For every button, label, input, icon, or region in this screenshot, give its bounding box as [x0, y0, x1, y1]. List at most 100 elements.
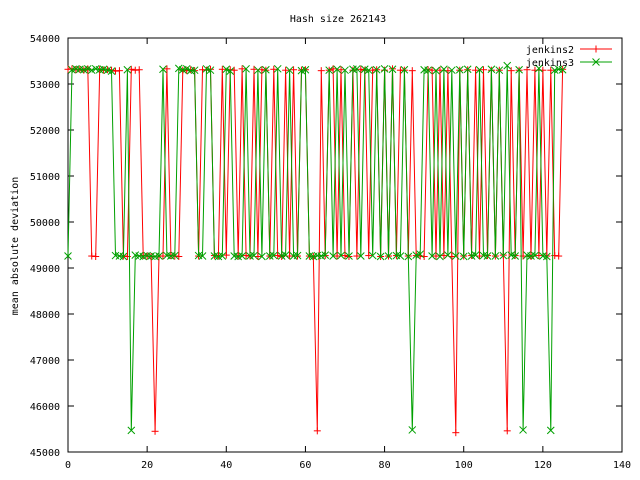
data-point	[472, 66, 480, 74]
data-point	[408, 426, 417, 434]
data-point	[444, 251, 452, 259]
data-point	[222, 65, 231, 74]
data-point	[404, 252, 413, 261]
data-point	[451, 252, 460, 260]
data-point	[159, 252, 167, 260]
data-point	[523, 66, 531, 74]
legend-label: jenkins2	[526, 45, 574, 56]
data-point	[159, 65, 167, 74]
data-point	[218, 65, 226, 73]
data-point	[238, 65, 246, 73]
data-point	[535, 252, 543, 260]
chart-title: Hash size 262143	[290, 14, 386, 25]
data-point	[420, 253, 428, 260]
data-point	[424, 66, 432, 75]
data-point	[313, 427, 321, 435]
data-point	[151, 427, 159, 435]
legend-marker	[592, 45, 600, 53]
data-point	[270, 65, 278, 73]
data-point	[459, 252, 468, 261]
data-point	[499, 251, 508, 260]
series-line-jenkins2	[67, 68, 564, 433]
data-point	[190, 66, 199, 75]
series-line-jenkins3	[67, 65, 563, 431]
data-point	[546, 426, 555, 435]
data-point	[364, 66, 373, 75]
data-point	[428, 252, 436, 260]
data-point	[170, 251, 179, 260]
data-point	[333, 65, 341, 74]
y-tick-label: 54000	[30, 34, 60, 45]
data-point	[353, 64, 361, 73]
data-point	[341, 66, 349, 75]
data-point	[123, 65, 132, 74]
data-point	[463, 65, 472, 74]
plot-area	[64, 61, 567, 437]
data-point	[290, 66, 298, 74]
data-point	[274, 252, 282, 260]
data-point	[329, 252, 337, 260]
data-point	[507, 67, 515, 75]
data-point	[491, 252, 500, 260]
y-tick-label: 47000	[30, 356, 60, 367]
data-point	[365, 252, 373, 260]
data-point	[483, 252, 492, 260]
data-point	[321, 251, 330, 259]
data-point	[206, 66, 215, 75]
data-point	[345, 252, 353, 260]
data-point	[452, 429, 460, 437]
data-point	[218, 252, 227, 260]
data-point	[325, 66, 334, 75]
x-tick-label: 20	[141, 460, 153, 471]
data-point	[64, 252, 72, 260]
data-point	[555, 252, 563, 260]
data-point	[281, 251, 290, 259]
x-tick-label: 120	[534, 460, 552, 471]
data-point	[115, 67, 123, 75]
data-point	[455, 65, 464, 74]
data-point	[182, 64, 191, 73]
data-point	[341, 252, 349, 260]
x-tick-label: 0	[65, 460, 71, 471]
data-point	[416, 250, 425, 259]
data-point	[119, 252, 128, 261]
data-point	[107, 67, 116, 75]
data-point	[163, 65, 171, 73]
data-point	[471, 251, 480, 259]
data-point	[447, 66, 456, 75]
data-point	[503, 61, 512, 70]
data-point	[250, 251, 258, 260]
data-point	[432, 66, 440, 75]
data-point	[372, 65, 381, 74]
data-point	[301, 65, 310, 74]
data-point	[396, 252, 405, 260]
data-point	[547, 66, 555, 74]
data-point	[440, 65, 448, 74]
data-point	[356, 252, 365, 260]
y-tick-label: 45000	[30, 448, 60, 459]
data-point	[337, 251, 345, 260]
x-tick-label: 140	[613, 460, 631, 471]
legend: jenkins2 jenkins3	[526, 45, 612, 69]
data-point	[436, 252, 444, 261]
data-point	[293, 251, 302, 260]
y-tick-label: 49000	[30, 264, 60, 275]
y-tick-label: 51000	[30, 172, 60, 183]
data-point	[480, 66, 487, 74]
data-point	[357, 65, 365, 73]
data-point	[135, 66, 143, 74]
data-point	[226, 67, 235, 75]
y-tick-label: 50000	[30, 218, 60, 229]
data-point	[428, 66, 436, 74]
y-axis-label: mean absolute deviation	[10, 177, 21, 315]
y-tick-label: 53000	[30, 80, 60, 91]
data-point	[535, 64, 543, 73]
data-point	[495, 66, 504, 75]
data-point	[511, 252, 520, 260]
data-point	[258, 252, 266, 261]
x-tick-label: 100	[455, 460, 473, 471]
data-point	[269, 251, 278, 260]
data-point	[317, 67, 325, 75]
data-point	[238, 252, 246, 260]
